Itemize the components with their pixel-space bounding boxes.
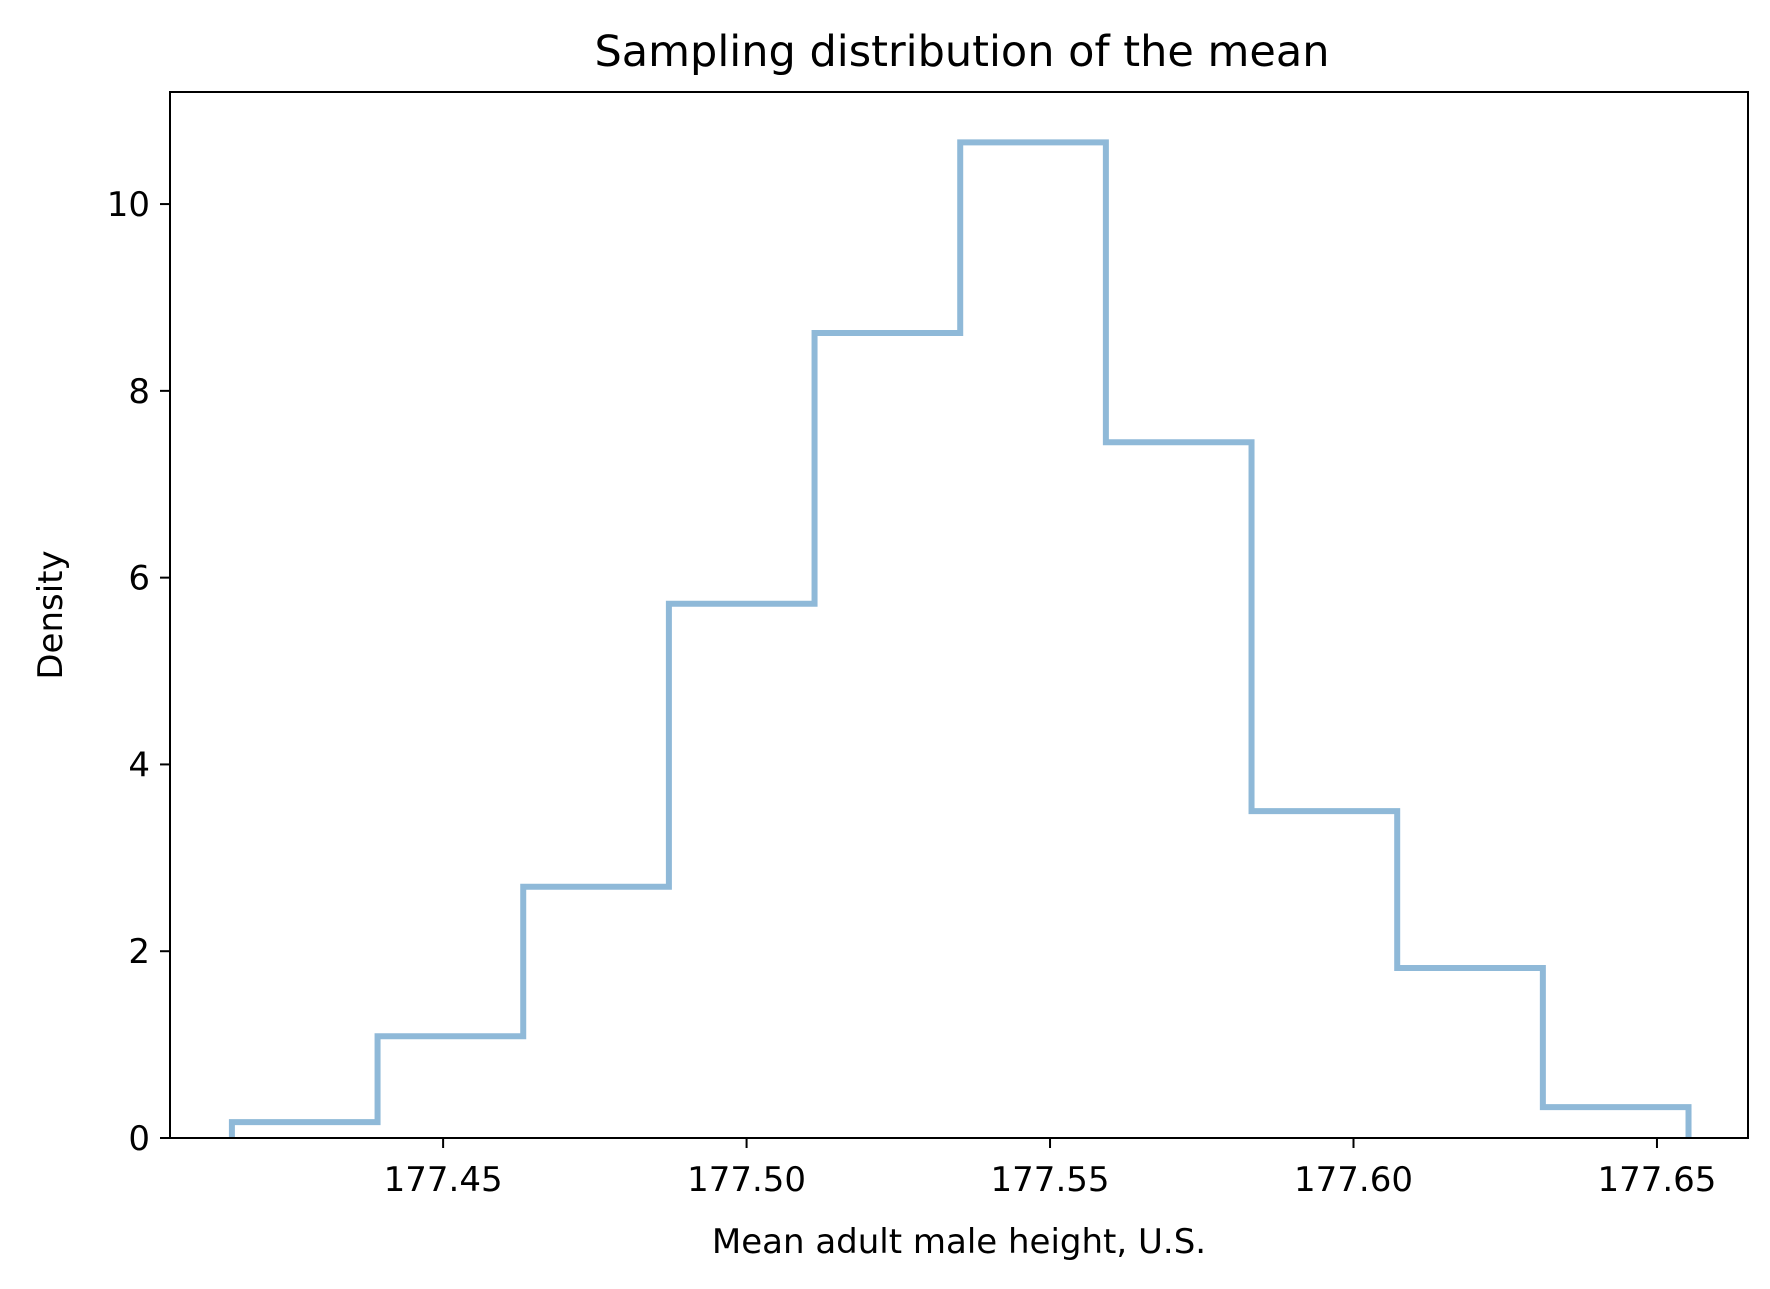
x-tick-label: 177.60 <box>1294 1160 1413 1200</box>
histogram-bin <box>815 333 961 1138</box>
histogram-bin <box>669 604 815 1138</box>
histogram-bin <box>1252 811 1398 1138</box>
histogram-bin <box>1106 442 1252 1138</box>
x-tick-label: 177.55 <box>991 1160 1110 1200</box>
y-tick-label: 2 <box>128 932 150 972</box>
histogram-bin <box>960 142 1106 1138</box>
y-axis: 0 2 4 6 8 10 <box>107 185 170 1159</box>
histogram-bin <box>1397 968 1543 1138</box>
y-tick-label: 4 <box>128 745 150 785</box>
y-tick-label: 0 <box>128 1119 150 1159</box>
x-tick-label: 177.45 <box>384 1160 503 1200</box>
y-tick-label: 8 <box>128 372 150 412</box>
histogram-bin <box>232 1122 378 1138</box>
y-tick-label: 6 <box>128 559 150 599</box>
histogram-bin <box>378 1036 524 1138</box>
plot-frame <box>169 91 1749 1139</box>
x-axis: 177.45 177.50 177.55 177.60 177.65 <box>384 1138 1716 1200</box>
x-tick-label: 177.65 <box>1597 1160 1716 1200</box>
x-axis-label: Mean adult male height, U.S. <box>712 1222 1206 1262</box>
histogram-step-line <box>228 139 1692 1138</box>
histogram-bin <box>523 887 669 1138</box>
histogram-bin <box>1543 1107 1689 1138</box>
y-tick-label: 10 <box>107 185 150 225</box>
y-axis-label: Density <box>31 550 71 679</box>
x-tick-label: 177.50 <box>687 1160 806 1200</box>
chart-title: Sampling distribution of the mean <box>595 27 1330 77</box>
plot-area <box>228 139 1692 1138</box>
